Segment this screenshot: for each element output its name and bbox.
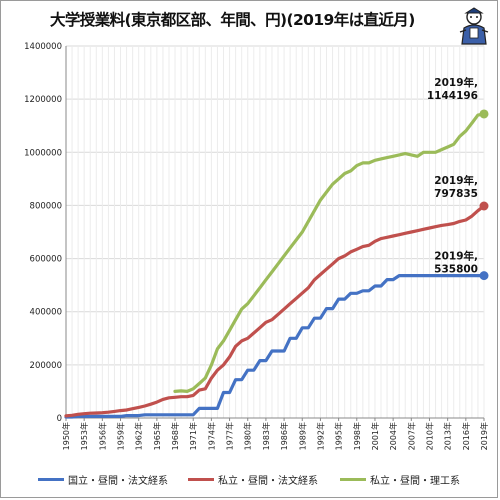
legend-item-private-humanities: 私立・昼間・法文経系 (188, 472, 318, 487)
x-tick-label: 2004年 (388, 422, 398, 450)
x-tick-label: 1962年 (134, 422, 144, 450)
legend-label: 私立・昼間・法文経系 (218, 476, 318, 487)
series-endpoint-1 (479, 201, 489, 211)
series-lines (64, 112, 486, 419)
legend-label: 私立・昼間・理工系 (370, 476, 460, 487)
annotation-year: 2019年, (434, 76, 478, 89)
x-tick-label: 1971年 (188, 422, 198, 450)
legend-swatch (38, 478, 64, 481)
series-line-2 (173, 112, 486, 393)
y-tick-label: 200000 (30, 361, 62, 371)
x-tick-label: 2013年 (443, 422, 453, 450)
x-tick-label: 1983年 (261, 422, 271, 450)
x-tick-label: 1968年 (170, 422, 180, 450)
series-line-1 (64, 204, 486, 418)
x-tick-label: 1965年 (152, 422, 162, 450)
x-tick-label: 1953年 (79, 422, 89, 450)
chart-title: 大学授業料(東京都区部、年間、円)(2019年は直近月) (50, 11, 415, 29)
x-tick-label: 1956年 (97, 422, 107, 450)
gridlines (65, 45, 485, 419)
legend-item-public: 国立・昼間・法文経系 (38, 472, 168, 487)
annotation-value: 797835 (434, 188, 478, 200)
chart-legend: 国立・昼間・法文経系 私立・昼間・法文経系 私立・昼間・理工系 (0, 472, 498, 490)
series-endpoints (479, 109, 489, 281)
legend-swatch (340, 478, 366, 481)
x-tick-label: 1998年 (352, 422, 362, 450)
legend-label: 国立・昼間・法文経系 (68, 476, 168, 487)
mascot-icon (459, 7, 489, 45)
y-tick-label: 800000 (30, 201, 62, 211)
x-tick-label: 2016年 (461, 422, 471, 450)
series-endpoint-0 (479, 271, 489, 281)
y-tick-label: 0 (57, 414, 62, 424)
y-tick-label: 1000000 (24, 148, 62, 158)
annotation-value: 1144196 (427, 90, 478, 102)
x-tick-label: 1977年 (225, 422, 235, 450)
annotation-year: 2019年, (434, 250, 478, 263)
series-line-0 (64, 274, 486, 419)
x-tick-label: 2010年 (424, 422, 434, 450)
x-tick-label: 1989年 (297, 422, 307, 450)
annotation-year: 2019年, (434, 174, 478, 187)
x-tick-label: 2001年 (370, 422, 380, 450)
y-tick-label: 1200000 (24, 95, 62, 105)
x-tick-label: 1974年 (206, 422, 216, 450)
x-tick-label: 1959年 (116, 422, 126, 450)
axes: 0 200000 400000 600000 800000 1000000 1200000 1… (24, 42, 489, 450)
x-tick-label: 1980年 (243, 422, 253, 450)
annotation-value: 535800 (434, 264, 478, 276)
x-tick-label: 1950年 (61, 422, 71, 450)
x-tick-label: 1986年 (279, 422, 289, 450)
x-tick-label: 1992年 (315, 422, 325, 450)
y-tick-label: 400000 (30, 308, 62, 318)
series-endpoint-2 (479, 109, 489, 119)
legend-item-private-science: 私立・昼間・理工系 (340, 472, 460, 487)
x-tick-label: 2019年 (479, 422, 489, 450)
legend-swatch (188, 478, 214, 481)
x-tick-label: 1995年 (334, 422, 344, 450)
x-tick-label: 2007年 (406, 422, 416, 450)
y-tick-label: 1400000 (24, 42, 62, 52)
y-tick-label: 600000 (30, 255, 62, 265)
